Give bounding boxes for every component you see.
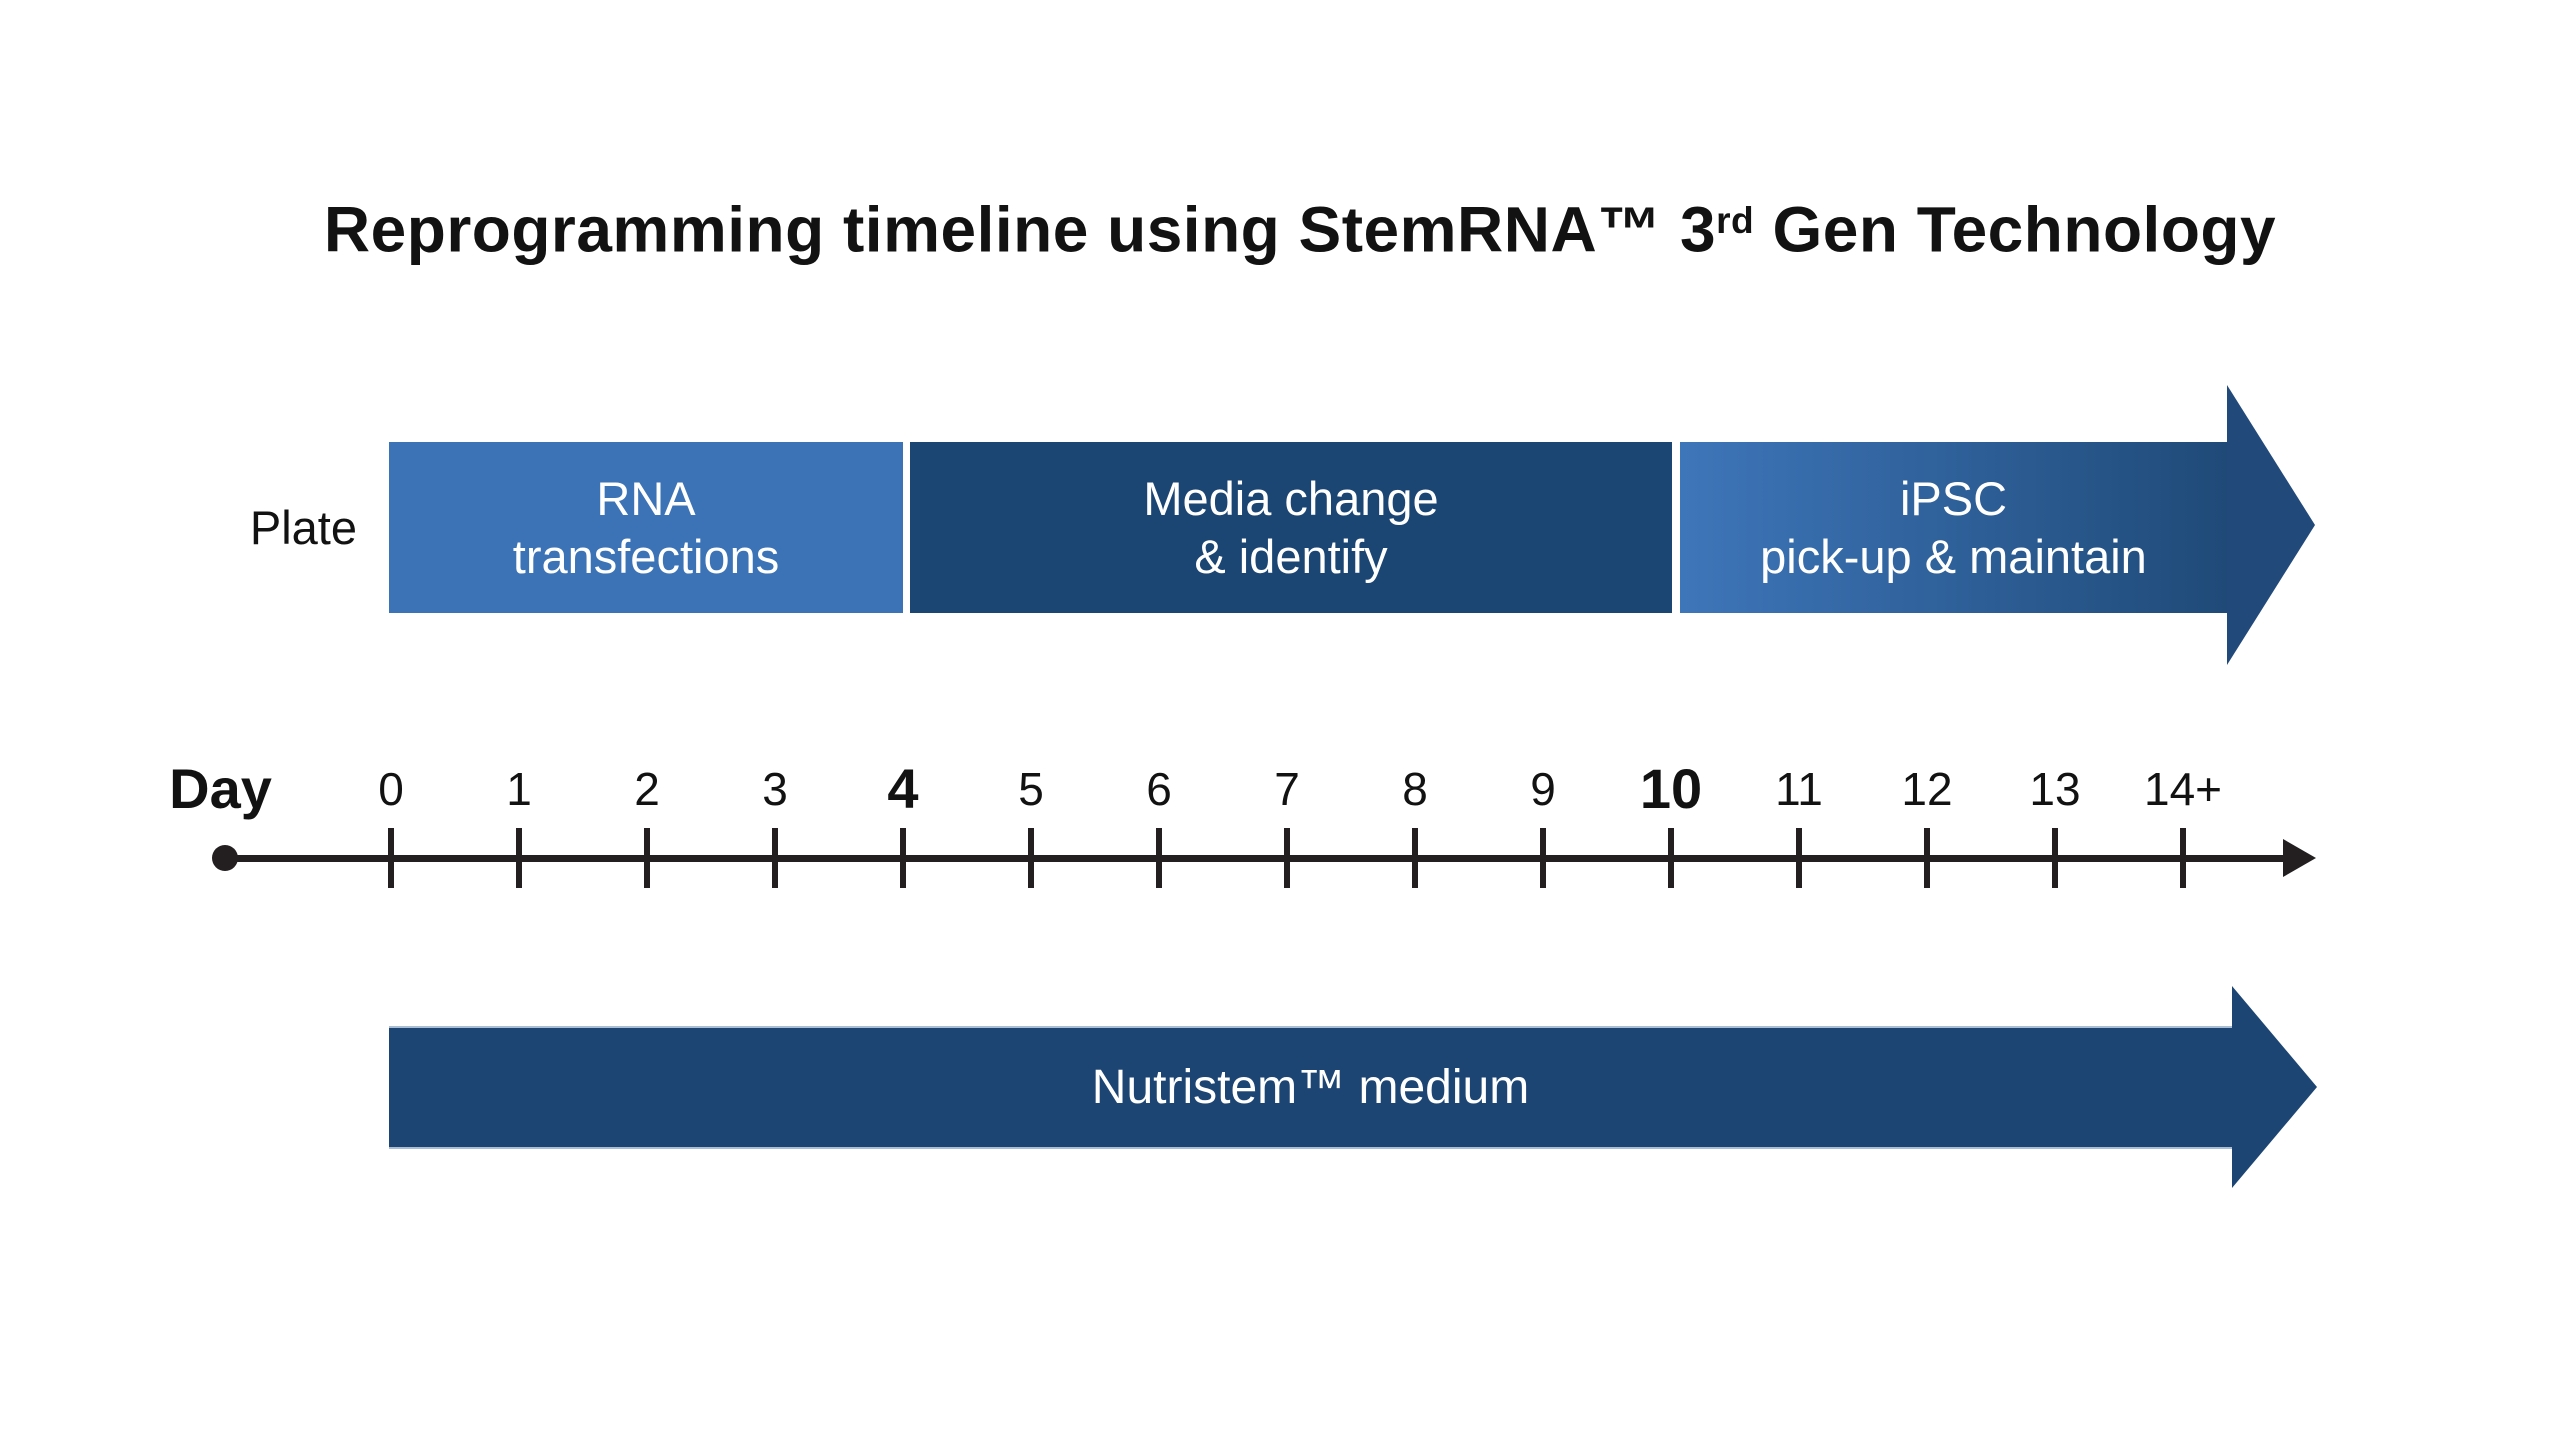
title-text-after: Gen Technology (1754, 193, 2277, 266)
axis-arrowhead-icon (2283, 839, 2316, 877)
day-scale: 0 1 2 3 4 5 6 7 8 9 10 11 12 13 14+ (327, 750, 2247, 888)
day-cell: 4 (839, 750, 967, 888)
title-superscript: rd (1716, 199, 1755, 241)
axis-line (221, 855, 2283, 862)
medium-label: Nutristem™ medium (1091, 1061, 1530, 1114)
medium-arrowhead-icon (2232, 986, 2317, 1188)
phase-media-label-line2: & identify (1194, 529, 1388, 583)
day-label: 4 (887, 757, 919, 820)
phase-media-change: Media change & identify (910, 442, 1672, 613)
day-cell: 0 (327, 750, 455, 888)
phase-ipsc-label-line2: pick-up & maintain (1760, 529, 2147, 583)
day-cell: 7 (1223, 750, 1351, 888)
day-cell: 2 (583, 750, 711, 888)
phase-arrowhead-icon (2227, 385, 2315, 665)
day-cell: 11 (1735, 750, 1863, 888)
day-label: 3 (762, 763, 788, 815)
day-label: 12 (1901, 763, 1953, 815)
day-axis-label: Day (169, 757, 272, 820)
phase-rna-label-line2: transfections (512, 529, 780, 583)
day-label: 9 (1530, 763, 1556, 815)
day-cell: 14+ (2119, 750, 2247, 888)
phase-ipsc-pickup: iPSC pick-up & maintain (1680, 442, 2227, 613)
phase-rna-transfections: RNA transfections (389, 442, 903, 613)
phase-ipsc-label-line1: iPSC (1899, 471, 2008, 525)
day-cell: 6 (1095, 750, 1223, 888)
day-label: 8 (1402, 763, 1428, 815)
day-label: 0 (378, 763, 404, 815)
day-cell: 10 (1607, 750, 1735, 888)
day-label: 1 (506, 763, 532, 815)
day-label: 13 (2029, 763, 2081, 815)
title-text: Reprogramming timeline using StemRNA™ 3 (323, 193, 1717, 266)
day-label: 2 (634, 763, 660, 815)
day-cell: 5 (967, 750, 1095, 888)
diagram-title: Reprogramming timeline using StemRNA™ 3r… (40, 178, 2560, 272)
phase-media-label-line1: Media change (1143, 471, 1439, 525)
day-cell: 9 (1479, 750, 1607, 888)
plate-row-label: Plate (249, 501, 357, 554)
day-label: 5 (1018, 763, 1044, 815)
day-cell: 13 (1991, 750, 2119, 888)
day-label: 7 (1274, 763, 1300, 815)
day-cell: 12 (1863, 750, 1991, 888)
day-label: 14+ (2143, 763, 2223, 815)
day-cell: 8 (1351, 750, 1479, 888)
day-cell: 1 (455, 750, 583, 888)
medium-bar: Nutristem™ medium (389, 1026, 2232, 1149)
day-label: 6 (1146, 763, 1172, 815)
day-label: 10 (1639, 757, 1703, 820)
day-cell: 3 (711, 750, 839, 888)
day-label: 11 (1775, 763, 1823, 815)
phase-rna-label-line1: RNA (596, 471, 696, 525)
